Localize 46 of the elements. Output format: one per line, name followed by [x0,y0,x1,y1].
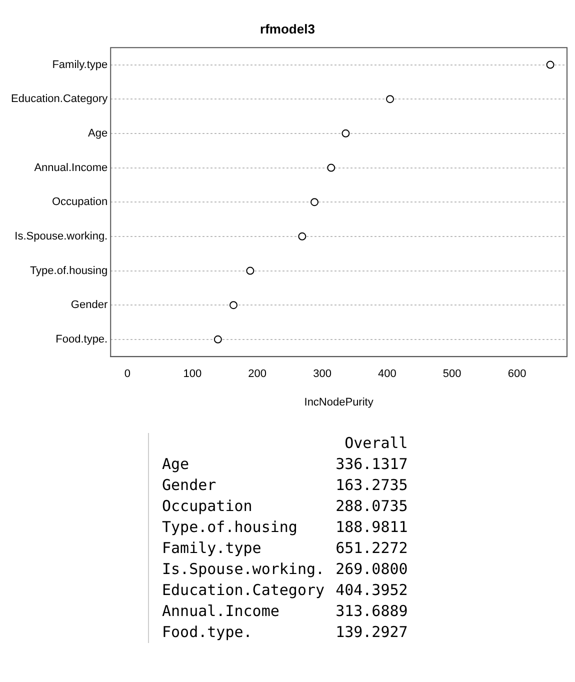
point [546,60,554,69]
x-tick-label: 100 [183,368,202,380]
y-tick-label: Gender [70,299,108,312]
text: 269.0800 [336,560,408,578]
y-tick-label: Is.Spouse.working. [14,230,108,242]
y-tick-label: Occupation [52,196,108,208]
y-tick-label: Family.type [52,58,108,71]
y-tick-label: Age [88,127,108,140]
category-label: Annual.Income [161,601,280,622]
category-label: Gender [161,475,218,496]
text: 404.3952 [336,581,408,599]
category-label: Education.Category [161,580,326,601]
x-tick-label: 600 [508,368,526,380]
y-tick-label: Type.of.housing [30,264,108,277]
point [310,198,319,206]
y-tick-label: Annual.Income [34,162,108,174]
x-tick-label: 200 [248,368,267,380]
point [214,335,222,344]
category-label: Type.of.housing [161,517,298,538]
point [386,95,394,104]
point [246,266,254,275]
x-axis-title: IncNodePurity [304,396,374,408]
point [229,301,238,310]
y-tick-label: Education.Category [10,93,108,106]
text: 313.6889 [336,602,408,620]
text: 336.1317 [336,455,408,473]
point [298,232,306,240]
text: 651.2272 [336,539,408,557]
x-tick-label: 300 [313,368,332,380]
text: 139.2927 [336,623,408,641]
category-label: Is.Spouse.working. [161,559,326,580]
x-tick-label: 400 [378,368,396,380]
category-label: Age [161,454,190,475]
x-tick-label: 500 [442,368,462,380]
text: 188.9811 [336,518,408,536]
point [327,164,336,172]
text: Overall [344,433,409,454]
y-tick-label: Food.type. [56,333,108,346]
category-label: Food.type. [161,622,254,643]
x-tick-label: 0 [124,368,131,380]
category-label: Family.type [161,538,262,559]
category-label: Occupation [161,496,254,517]
text: 288.0735 [336,497,408,515]
chart-title: rfmodel3 [260,21,315,36]
point [342,129,350,138]
text: 163.2735 [336,476,408,494]
